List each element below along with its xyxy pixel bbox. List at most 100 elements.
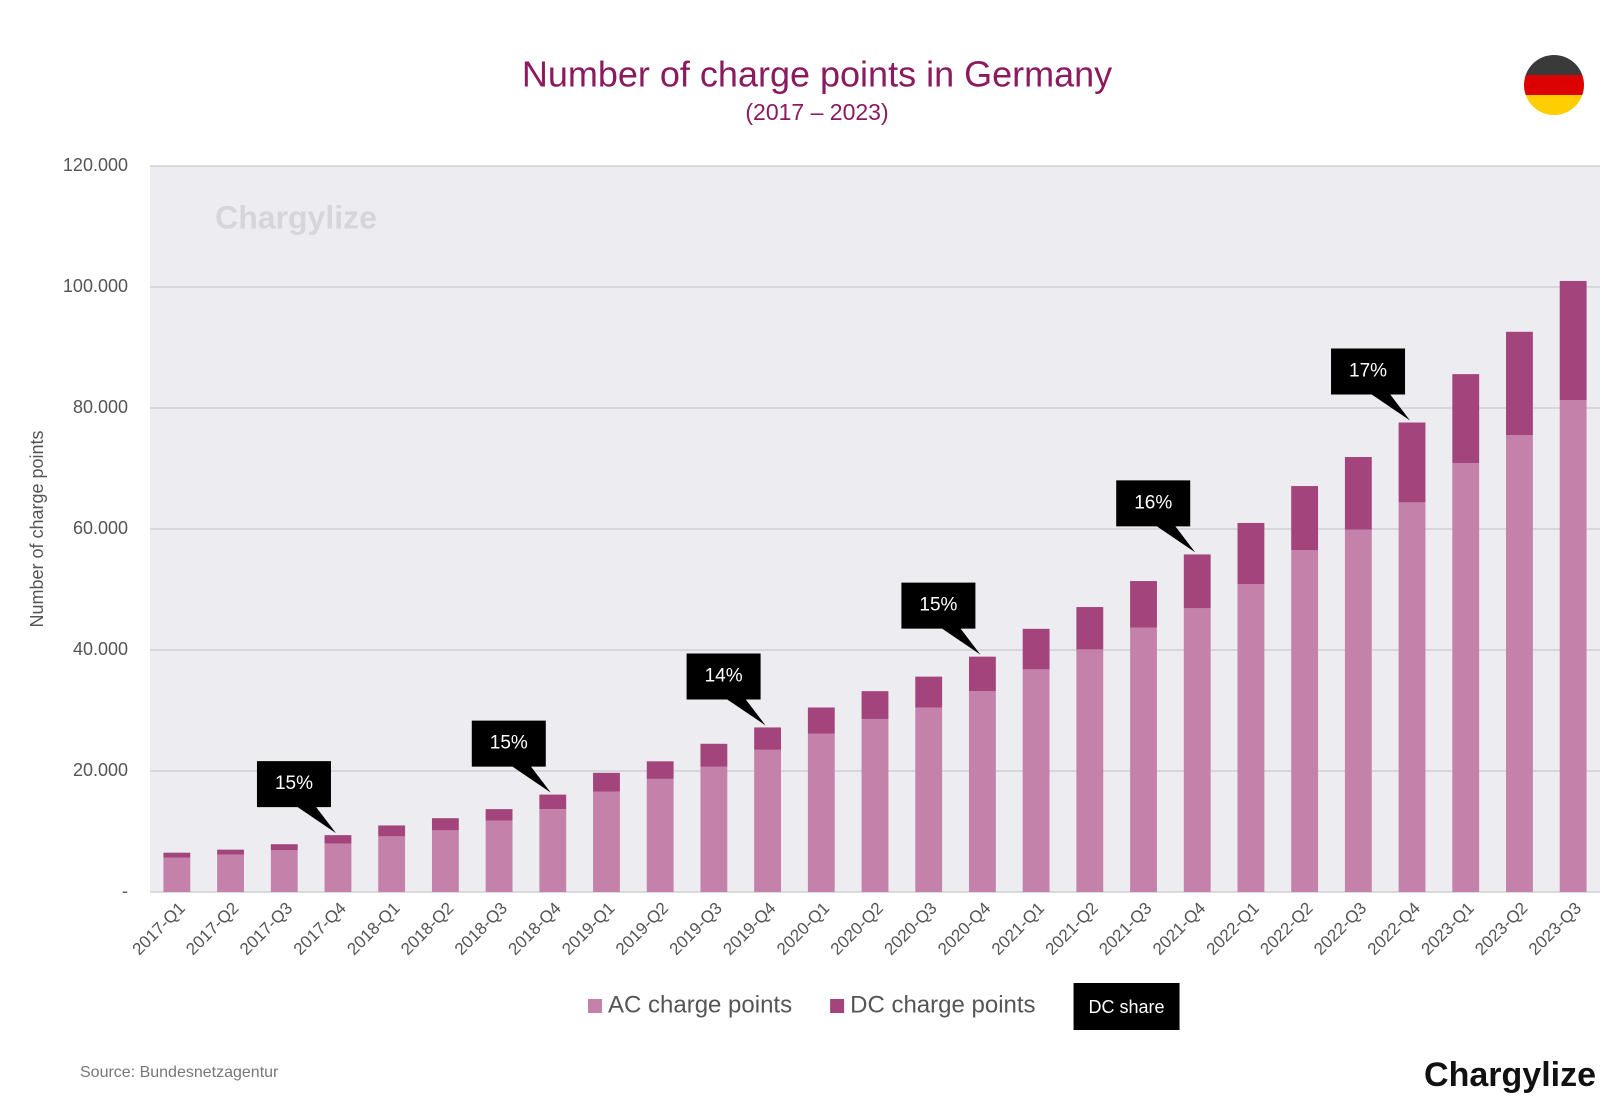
- legend-share-box: [1073, 983, 1180, 1030]
- bar-segment: [1398, 502, 1426, 892]
- bar-segment: [1559, 280, 1587, 401]
- callout-label: 15%: [490, 733, 528, 754]
- callout-box: [471, 720, 551, 793]
- x-tick-label: 2022-Q2: [1256, 899, 1316, 959]
- bar-segment: [861, 718, 889, 892]
- bar-segment: [1452, 463, 1480, 892]
- bar-segment: [1022, 669, 1050, 892]
- x-tick-label: 2021-Q4: [1149, 899, 1209, 959]
- callout-box: [256, 761, 336, 834]
- bar-segment: [807, 733, 835, 892]
- x-tick-label: 2023-Q1: [1418, 899, 1478, 959]
- bar-segment: [915, 676, 943, 708]
- bar-segment: [378, 836, 406, 892]
- bar-segment: [1506, 435, 1533, 892]
- chart-subtitle: (2017 – 2023): [745, 99, 888, 125]
- x-tick-label: 2020-Q4: [934, 899, 994, 959]
- bar-segment: [324, 835, 352, 844]
- bar-segment: [700, 743, 728, 767]
- bar-segment: [1130, 581, 1157, 628]
- callout-label: 17%: [1349, 361, 1387, 382]
- flag: [1524, 55, 1584, 115]
- bar-segment: [539, 809, 567, 892]
- y-tick-label: 40.000: [73, 639, 128, 659]
- x-tick-label: 2017-Q3: [236, 899, 296, 959]
- bar-segment: [861, 691, 889, 719]
- bar-segment: [1291, 550, 1319, 892]
- bar-segment: [485, 809, 513, 821]
- bar-segment: [217, 849, 244, 855]
- bar-segment: [431, 830, 459, 892]
- watermark: Chargylize: [215, 199, 377, 235]
- bar-segment: [539, 794, 567, 810]
- x-tick-label: 2017-Q2: [182, 899, 242, 959]
- bar-segment: [1398, 422, 1426, 503]
- bar-segment: [1076, 607, 1104, 650]
- x-tick-label: 2019-Q1: [558, 899, 618, 959]
- callout-label: 14%: [705, 665, 743, 686]
- callout-box: [1116, 480, 1196, 553]
- x-tick-label: 2021-Q3: [1095, 899, 1155, 959]
- legend-label: AC charge points: [608, 991, 792, 1018]
- source: Source: Bundesnetzagentur: [80, 1064, 279, 1081]
- bar-segment: [1237, 584, 1265, 892]
- bar-segment: [593, 791, 620, 892]
- bar-segment: [163, 857, 191, 892]
- brand-logo: Chargylize: [1424, 1056, 1596, 1094]
- bar-segment: [270, 850, 298, 892]
- bar-segment: [1506, 331, 1533, 436]
- x-tick-label: 2022-Q4: [1364, 899, 1424, 959]
- x-tick-label: 2022-Q3: [1310, 899, 1370, 959]
- y-tick-label: 100.000: [63, 276, 128, 296]
- x-tick-label: 2023-Q2: [1471, 899, 1531, 959]
- bar-segment: [1183, 608, 1211, 892]
- bar-segment: [593, 772, 620, 792]
- callout-box: [901, 582, 981, 655]
- x-tick-label: 2023-Q3: [1525, 899, 1585, 959]
- legend-swatch: [588, 999, 602, 1013]
- y-tick-label: 120.000: [63, 155, 128, 175]
- x-tick-label: 2020-Q2: [827, 899, 887, 959]
- callout-label: 16%: [1134, 492, 1172, 513]
- bar-segment: [1130, 627, 1157, 892]
- bar-segment: [807, 707, 835, 734]
- bar-segment: [1452, 374, 1480, 464]
- legend-swatch: [830, 999, 845, 1013]
- bar-segment: [1559, 400, 1587, 892]
- bar-segment: [378, 825, 406, 837]
- x-tick-label: 2020-Q1: [773, 899, 833, 959]
- bar-segment: [968, 656, 996, 692]
- x-tick-label: 2019-Q3: [666, 899, 726, 959]
- callout-label: 15%: [919, 595, 957, 616]
- bar-segment: [1291, 486, 1319, 551]
- legend-share-label: DC share: [1089, 997, 1165, 1017]
- bar-segment: [968, 691, 996, 892]
- x-tick-label: 2022-Q1: [1203, 899, 1263, 959]
- bar-segment: [754, 749, 782, 892]
- bar-segment: [754, 727, 782, 750]
- bar-segment: [1183, 554, 1211, 609]
- y-tick-label: 20.000: [73, 760, 128, 780]
- bar-segment: [485, 820, 513, 892]
- x-tick-label: 2018-Q3: [451, 899, 511, 959]
- x-tick-label: 2018-Q2: [397, 899, 457, 959]
- y-tick-label: 80.000: [73, 397, 128, 417]
- x-tick-label: 2017-Q4: [290, 899, 350, 959]
- y-axis-label: Number of charge points: [27, 430, 47, 627]
- x-tick-label: 2021-Q2: [1042, 899, 1102, 959]
- callout-box: [1331, 348, 1411, 421]
- callout-label: 15%: [275, 773, 313, 794]
- x-tick-label: 2021-Q1: [988, 899, 1048, 959]
- legend-label: DC charge points: [850, 991, 1035, 1018]
- bar-segment: [163, 852, 191, 858]
- x-tick-label: 2018-Q4: [505, 899, 565, 959]
- bar-segment: [1076, 649, 1104, 892]
- x-tick-label: 2019-Q4: [719, 899, 779, 959]
- bar-segment: [1344, 529, 1372, 892]
- x-tick-label: 2020-Q3: [880, 899, 940, 959]
- bar-segment: [915, 707, 943, 892]
- bar-segment: [646, 761, 674, 779]
- bar-segment: [646, 778, 674, 892]
- bar-segment: [1022, 628, 1050, 670]
